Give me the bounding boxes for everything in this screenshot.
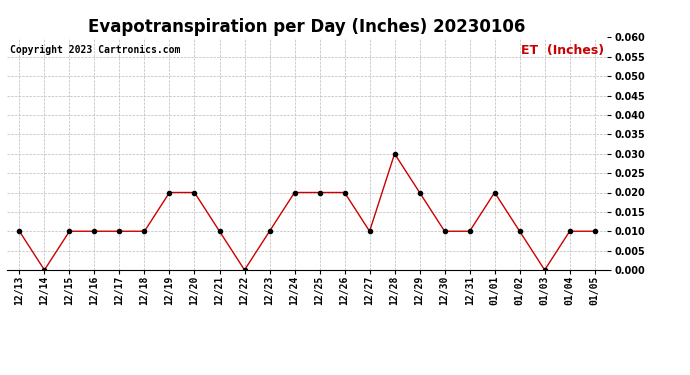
Title: Evapotranspiration per Day (Inches) 20230106: Evapotranspiration per Day (Inches) 2023… [88,18,526,36]
Text: ET  (Inches): ET (Inches) [521,45,604,57]
Text: Copyright 2023 Cartronics.com: Copyright 2023 Cartronics.com [10,45,180,54]
